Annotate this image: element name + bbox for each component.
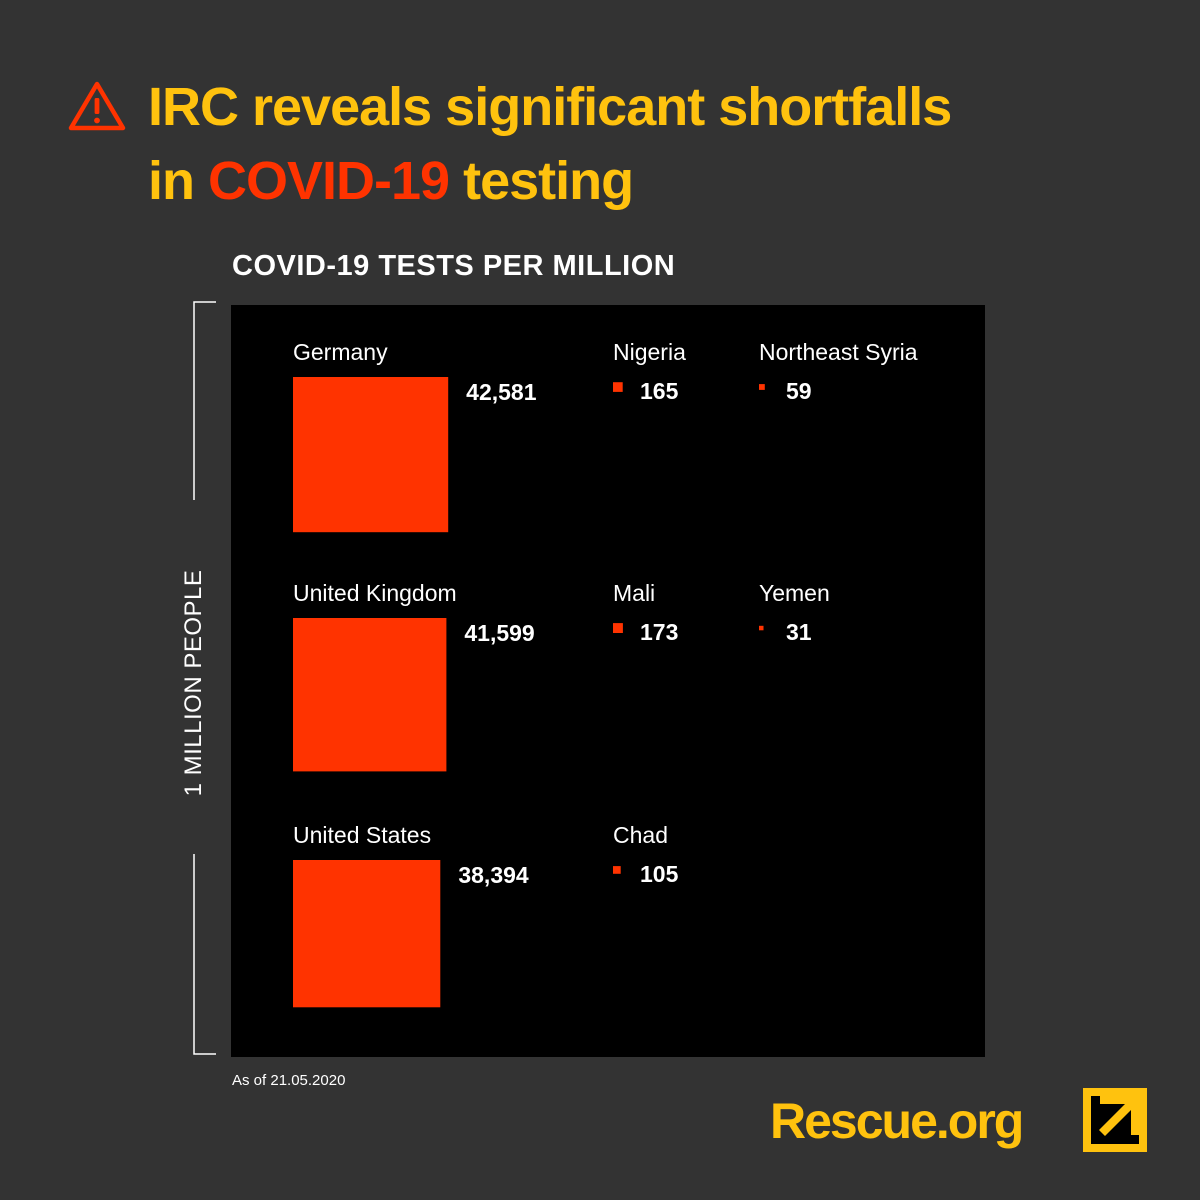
bar-mali — [613, 623, 623, 633]
bar-northeast-syria — [759, 384, 765, 390]
headline-line2-prefix: in — [148, 151, 208, 211]
value-label: 41,599 — [464, 620, 535, 646]
headline-line2-suffix: testing — [449, 151, 634, 211]
chart-area: Germany 42,581 Nigeria 165 Northeast Syria 59… — [231, 305, 985, 1057]
value-label: 59 — [786, 378, 812, 404]
country-label: Chad — [613, 822, 668, 848]
headline: IRC reveals significant shortfalls in CO… — [148, 70, 952, 218]
value-label: 105 — [640, 861, 679, 887]
footnote: As of 21.05.2020 — [232, 1072, 346, 1089]
bar-germany — [293, 377, 449, 533]
irc-logo-icon — [1083, 1088, 1147, 1152]
bar-chad — [613, 866, 621, 874]
value-label: 173 — [640, 619, 679, 645]
bar-nigeria — [613, 382, 623, 392]
country-label: United States — [293, 822, 432, 848]
country-label: Nigeria — [613, 339, 686, 365]
chart-svg — [293, 377, 765, 1008]
country-label: United Kingdom — [293, 580, 457, 606]
value-label: 38,394 — [458, 862, 529, 888]
headline-line1: IRC reveals significant shortfalls — [148, 77, 952, 137]
value-label: 31 — [786, 619, 812, 645]
country-label: Yemen — [759, 580, 830, 606]
country-label: Northeast Syria — [759, 339, 918, 365]
bar-united-kingdom — [293, 618, 447, 772]
bracket-label: 1 MILLION PEOPLE — [180, 569, 207, 797]
warning-triangle-icon — [68, 81, 126, 131]
brand-link[interactable]: Rescue.org — [770, 1093, 1024, 1149]
bar-united-states — [293, 860, 441, 1008]
bar-yemen — [759, 625, 764, 631]
headline-accent: COVID-19 — [208, 151, 450, 211]
country-label: Germany — [293, 339, 388, 365]
value-label: 42,581 — [466, 379, 537, 405]
country-label: Mali — [613, 580, 656, 606]
million-bracket — [193, 301, 216, 1055]
chart-title: COVID-19 TESTS PER MILLION — [232, 250, 676, 282]
value-label: 165 — [640, 378, 679, 404]
